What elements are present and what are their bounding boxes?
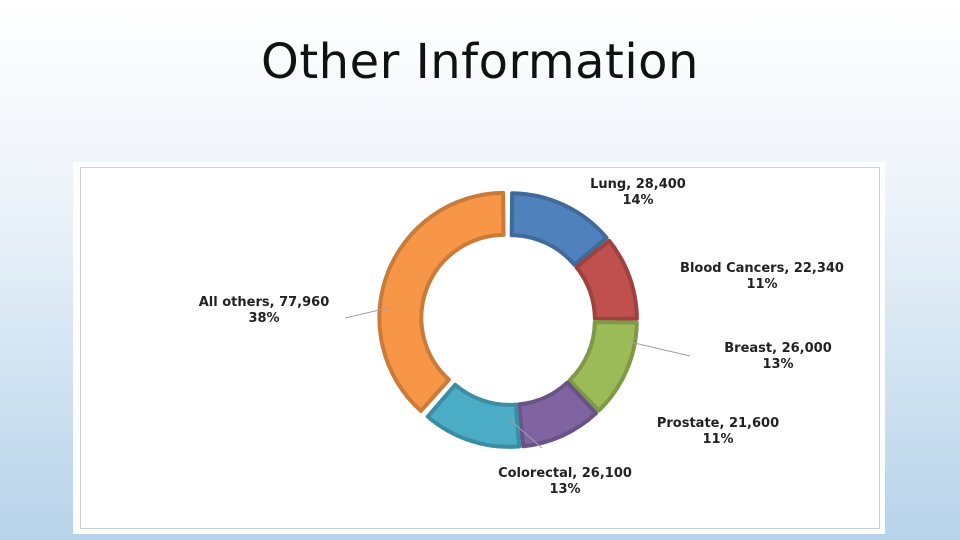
slice-prostate	[517, 380, 598, 449]
slice-lung	[509, 191, 609, 267]
data-label-colorectal: Colorectal, 26,100	[498, 466, 632, 481]
percent-label-lung: 14%	[622, 193, 653, 208]
percent-label-prostate: 11%	[702, 432, 733, 447]
percent-label-breast: 13%	[762, 357, 793, 372]
data-label-breast: Breast, 26,000	[724, 341, 832, 356]
data-label-all-others: All others, 77,960	[199, 295, 330, 310]
slice-breast	[567, 319, 639, 413]
slice-blood-cancers	[574, 238, 639, 321]
data-label-lung: Lung, 28,400	[590, 177, 686, 192]
percent-label-all-others: 38%	[248, 311, 279, 326]
percent-label-blood-cancers: 11%	[746, 277, 777, 292]
data-label-prostate: Prostate, 21,600	[657, 416, 779, 431]
slide-title: Other Information	[261, 34, 699, 90]
percent-label-colorectal: 13%	[549, 482, 580, 497]
data-label-blood-cancers: Blood Cancers, 22,340	[680, 261, 844, 276]
leader-line-breast	[629, 341, 691, 357]
leader-line-colorectal	[509, 419, 543, 449]
slice-colorectal	[425, 382, 522, 449]
leader-line-all-others	[344, 307, 389, 319]
slice-all-others	[377, 190, 506, 413]
